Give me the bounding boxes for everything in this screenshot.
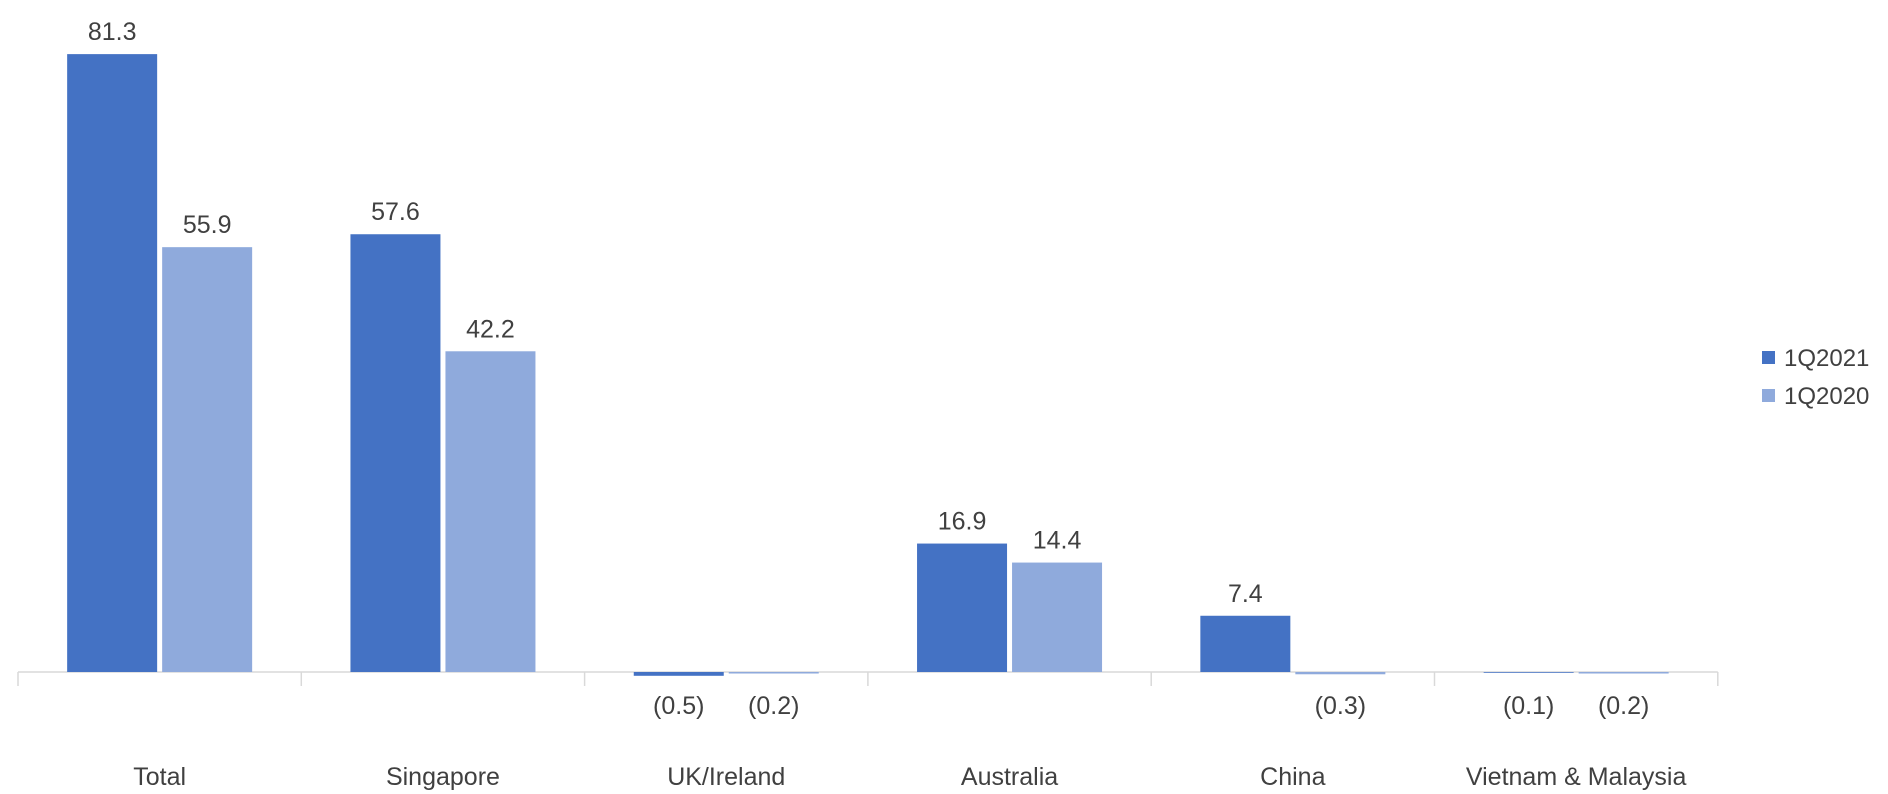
bar-1q2020 <box>162 247 252 672</box>
data-label: 57.6 <box>371 198 420 226</box>
x-tick-label: Vietnam & Malaysia <box>1466 763 1687 791</box>
x-tick-label: Singapore <box>386 763 500 791</box>
x-tick-label: China <box>1260 763 1325 791</box>
data-label: 14.4 <box>1033 527 1082 555</box>
bar-1q2021 <box>1200 616 1290 672</box>
legend-label: 1Q2021 <box>1784 345 1869 372</box>
bar-1q2021 <box>350 234 440 672</box>
data-label: (0.5) <box>653 692 704 720</box>
bar-1q2020 <box>1012 563 1102 672</box>
bar-1q2020 <box>729 672 819 674</box>
data-label: 7.4 <box>1228 580 1263 608</box>
legend-label: 1Q2020 <box>1784 383 1869 410</box>
bar-1q2021 <box>634 672 724 676</box>
data-label: (0.3) <box>1315 692 1366 720</box>
data-label: 55.9 <box>183 211 232 239</box>
x-tick-label: UK/Ireland <box>667 763 785 791</box>
bar-1q2021 <box>917 544 1007 672</box>
data-label: (0.2) <box>1598 692 1649 720</box>
legend-swatch <box>1762 351 1775 364</box>
bar-1q2020 <box>1579 672 1669 674</box>
bar-1q2020 <box>445 351 535 672</box>
data-label: 42.2 <box>466 315 515 343</box>
data-label: 81.3 <box>88 18 137 46</box>
bar-1q2021 <box>67 54 157 672</box>
data-label: (0.1) <box>1503 692 1554 720</box>
data-label: (0.2) <box>748 692 799 720</box>
bar-1q2020 <box>1295 672 1385 674</box>
bar-1q2021 <box>1484 672 1574 673</box>
x-tick-label: Total <box>133 763 186 791</box>
legend-swatch <box>1762 389 1775 402</box>
x-tick-label: Australia <box>961 763 1058 791</box>
data-label: 16.9 <box>938 508 987 536</box>
